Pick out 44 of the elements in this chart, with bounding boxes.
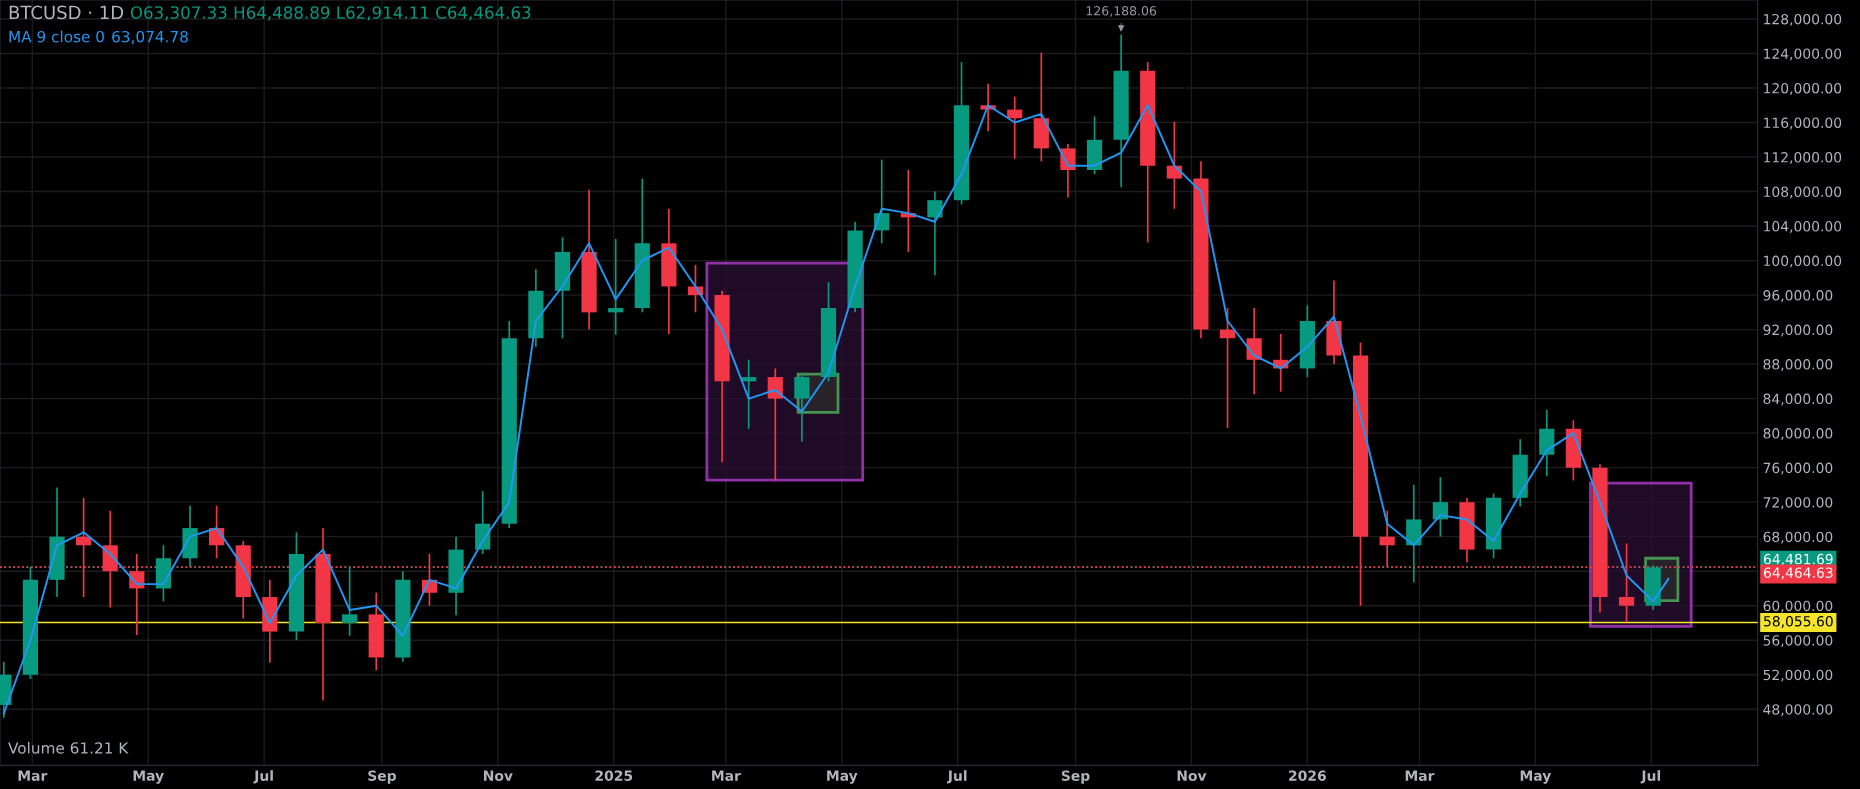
x-tick-label: 2026 [1289,770,1326,781]
x-tick-label: 2025 [595,770,633,781]
x-tick-label: Jul [947,770,967,784]
x-tick-label: May [827,770,858,784]
y-tick-label: 56,000.00 [1763,635,1833,648]
x-tick-label: Jul [253,770,273,784]
y-tick-label: 116,000.00 [1764,117,1842,130]
annotation: Volume 61.21 K [8,741,129,754]
x-tick-label: Mar [1405,770,1435,781]
y-tick-label: 52,000.00 [1763,669,1833,682]
ref-line-label: 58,055.60 [1764,616,1833,628]
y-tick-label: 92,000.00 [1763,324,1833,337]
x-tick-label: May [1520,770,1552,784]
y-tick-label: 76,000.00 [1763,462,1833,475]
y-tick-label: 88,000.00 [1763,359,1833,372]
annotation: 63,074.78 [112,30,188,44]
x-tick-label: Jul [1640,770,1661,784]
text: MA 9 close 0 [9,30,104,43]
y-tick-label: 84,000.00 [1763,393,1833,406]
y-tick-label: 68,000.00 [1763,531,1833,544]
y-tick-label: 128,000.00 [1764,13,1842,26]
ref-line-label: 64,464.63 [1763,567,1833,580]
y-tick-label: 104,000.00 [1764,221,1842,233]
y-tick-label: 108,000.00 [1764,186,1842,199]
y-tick-label: 96,000.00 [1763,290,1833,302]
x-tick-label: Nov [1177,770,1207,781]
x-tick-label: Mar [18,770,48,781]
x-tick-label: Sep [368,770,396,784]
x-tick-label: Sep [1061,770,1090,784]
annotation: O63,307.33 H64,488.89 L62,914.11 C64,464.63 [130,6,531,21]
annotation: 126,188.06 [1086,6,1157,17]
y-tick-label: 48,000.00 [1763,704,1833,717]
y-tick-label: 80,000.00 [1763,428,1833,441]
y-tick-label: 112,000.00 [1764,152,1842,164]
ref-line-label: 64,481.69 [1763,553,1833,566]
x-tick-label: Nov [484,770,513,781]
y-tick-label: 60,000.00 [1763,600,1833,613]
x-tick-label: Mar [712,770,741,781]
y-tick-label: 124,000.00 [1764,48,1842,61]
y-tick-label: 72,000.00 [1763,497,1833,510]
chart-title: BTCUSD · 1D [9,5,124,20]
y-tick-label: 120,000.00 [1764,82,1842,95]
x-tick-label: May [133,770,164,784]
y-tick-label: 100,000.00 [1764,255,1842,268]
